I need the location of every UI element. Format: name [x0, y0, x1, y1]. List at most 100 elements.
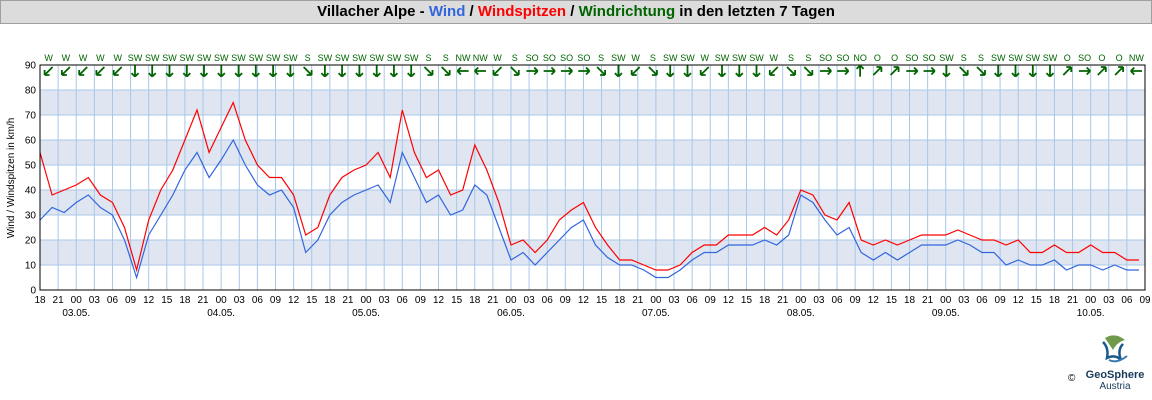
y-band	[40, 140, 1145, 165]
title-gusts: Windspitzen	[477, 3, 567, 20]
x-hour-label: 21	[487, 295, 499, 306]
title-direction: Windrichtung	[578, 3, 676, 20]
direction-label: O	[1116, 53, 1123, 63]
direction-label: W	[631, 53, 640, 63]
direction-label: SW	[335, 53, 350, 63]
series-wind-line	[39, 138, 1139, 280]
direction-arrow-icon	[389, 65, 399, 78]
direction-arrow-icon	[942, 65, 951, 78]
direction-arrow-icon	[320, 65, 330, 78]
x-hour-label: 09	[995, 295, 1007, 306]
x-hour-label: 12	[868, 295, 880, 306]
x-hour-label: 03	[813, 295, 825, 306]
direction-arrow-icon	[251, 65, 260, 78]
direction-label: SW	[1008, 53, 1023, 63]
direction-arrow-icon	[855, 64, 865, 77]
title-station: Villacher Alpe -	[317, 3, 429, 20]
direction-label: S	[805, 53, 811, 63]
x-hour-label: 03	[89, 295, 101, 306]
direction-label: SW	[749, 53, 764, 63]
x-hour-label: 03	[379, 295, 391, 306]
x-hour-label: 18	[1049, 295, 1061, 306]
direction-label: NW	[456, 53, 471, 63]
x-hour-label: 15	[306, 295, 318, 306]
x-date-label: 05.05.	[352, 308, 380, 319]
direction-arrow-icon	[578, 66, 591, 76]
direction-arrow-icon	[752, 65, 761, 78]
y-band	[40, 90, 1145, 115]
direction-label: SW	[197, 53, 212, 63]
x-hour-label: 03	[668, 295, 680, 306]
direction-label: S	[598, 53, 604, 63]
x-hour-label: 21	[53, 295, 65, 306]
x-hour-label: 00	[361, 295, 373, 306]
x-hour-label: 18	[614, 295, 626, 306]
direction-label: W	[62, 53, 71, 63]
direction-arrow-icon	[234, 65, 243, 78]
x-hour-label: 12	[578, 295, 590, 306]
direction-arrow-icon	[286, 65, 295, 78]
y-tick-label: 20	[25, 236, 37, 247]
direction-label: SW	[715, 53, 730, 63]
direction-arrow-icon	[648, 66, 658, 76]
direction-arrow-icon	[61, 66, 71, 76]
x-hour-label: 09	[415, 295, 427, 306]
direction-arrow-icon	[959, 66, 969, 76]
x-hour-label: 06	[976, 295, 988, 306]
x-hour-label: 06	[252, 295, 264, 306]
direction-arrow-icon	[1045, 65, 1055, 78]
x-hour-label: 12	[723, 295, 735, 306]
x-hour-label: 21	[197, 295, 209, 306]
direction-arrow-icon	[976, 66, 986, 76]
direction-label: W	[493, 53, 502, 63]
series-gusts-line	[39, 100, 1139, 273]
direction-arrow-icon	[717, 65, 727, 78]
direction-label: SW	[663, 53, 678, 63]
direction-arrow-icon	[182, 65, 191, 78]
x-hour-label: 18	[759, 295, 771, 306]
direction-arrow-icon	[923, 66, 936, 76]
direction-arrow-icon	[268, 65, 278, 78]
x-hour-label: 21	[342, 295, 354, 306]
direction-label: SW	[318, 53, 333, 63]
direction-label: SO	[923, 53, 936, 63]
x-date-label: 08.05.	[787, 308, 815, 319]
y-tick-label: 90	[25, 61, 37, 72]
direction-arrow-icon	[837, 66, 850, 76]
direction-label: S	[512, 53, 518, 63]
direction-arrow-icon	[630, 66, 641, 76]
direction-arrow-icon	[441, 66, 451, 76]
direction-arrow-icon	[355, 65, 364, 78]
x-hour-label: 18	[904, 295, 916, 306]
direction-arrow-icon	[666, 65, 675, 78]
x-hour-label: 12	[433, 295, 445, 306]
direction-label: S	[443, 53, 449, 63]
direction-label: S	[961, 53, 967, 63]
direction-label: SW	[1026, 53, 1041, 63]
direction-arrow-icon	[803, 66, 814, 76]
direction-arrow-icon	[407, 65, 416, 78]
direction-label: SW	[611, 53, 626, 63]
y-tick-label: 80	[25, 86, 37, 97]
direction-arrow-icon	[148, 65, 157, 78]
x-hour-label: 09	[125, 295, 137, 306]
direction-arrow-icon	[1028, 65, 1037, 78]
x-hour-label: 15	[161, 295, 173, 306]
direction-arrow-icon	[372, 65, 381, 78]
y-band	[40, 190, 1145, 215]
direction-label: SO	[526, 53, 539, 63]
direction-label: S	[650, 53, 656, 63]
logo-name: GeoSphere	[1085, 369, 1145, 381]
direction-label: SW	[231, 53, 246, 63]
x-hour-label: 09	[1139, 295, 1151, 306]
x-hour-label: 18	[34, 295, 46, 306]
direction-label: SW	[249, 53, 264, 63]
x-date-label: 10.05.	[1077, 308, 1105, 319]
x-date-label: 04.05.	[207, 308, 235, 319]
direction-arrow-icon	[130, 65, 140, 78]
x-hour-label: 00	[1085, 295, 1097, 306]
x-hour-label: 06	[107, 295, 119, 306]
direction-label: NW	[1129, 53, 1144, 63]
direction-label: SW	[145, 53, 160, 63]
direction-arrow-icon	[889, 66, 900, 76]
